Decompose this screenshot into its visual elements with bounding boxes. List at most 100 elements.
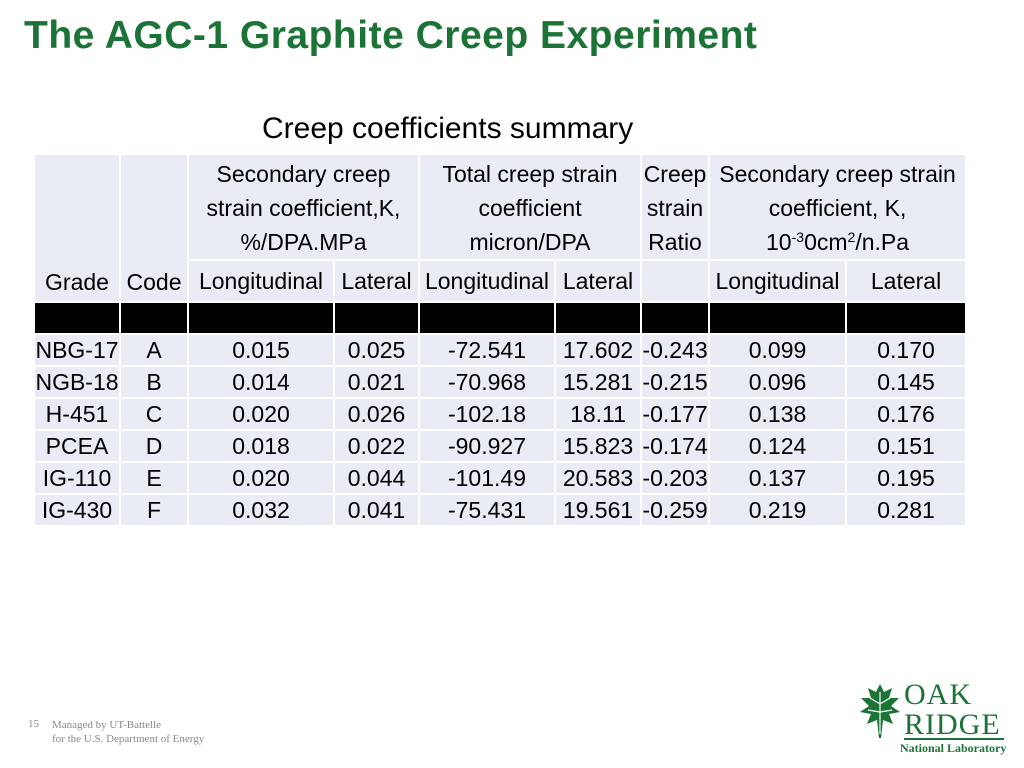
table-cell: 18.11 xyxy=(553,397,643,431)
sub-header-longitudinal: Longitudinal xyxy=(708,259,848,303)
group-header-line: coefficient xyxy=(478,195,582,221)
separator-cell xyxy=(418,301,556,335)
table-cell: 0.124 xyxy=(708,429,848,463)
group-header-line: strain coefficient,K, xyxy=(206,195,401,221)
separator-row xyxy=(33,301,968,335)
col-header-code: Code xyxy=(119,153,189,303)
page-number: 15 xyxy=(28,718,39,730)
sub-header-lateral: Lateral xyxy=(333,259,420,303)
separator-cell xyxy=(708,301,848,335)
table-cell: -0.203 xyxy=(640,461,711,495)
sub-header-lateral: Lateral xyxy=(845,259,968,303)
table-cell: 0.022 xyxy=(333,429,420,463)
table-cell: 0.041 xyxy=(333,493,420,527)
group-header-total: Total creep strain coefficient micron/DP… xyxy=(417,153,643,261)
group-header-line: Ratio xyxy=(648,229,702,255)
slide-title: The AGC-1 Graphite Creep Experiment xyxy=(24,14,758,57)
table-cell: A xyxy=(119,333,189,367)
table-row: IG-430 F 0.032 0.041 -75.431 19.561 -0.259 0.21… xyxy=(33,493,968,527)
table-cell: -0.259 xyxy=(640,493,711,527)
table-row: NBG-17 A 0.015 0.025 -72.541 17.602 -0.243 0.09… xyxy=(33,333,968,367)
table-cell: 19.561 xyxy=(553,493,643,527)
table-cell: 0.138 xyxy=(708,397,848,431)
table-row: NGB-18 B 0.014 0.021 -70.968 15.281 -0.215 0.09… xyxy=(33,365,968,399)
table-cell: IG-430 xyxy=(33,493,121,527)
table-cell: 0.195 xyxy=(845,461,968,495)
table-cell: 0.281 xyxy=(845,493,968,527)
group-header-line: Secondary creep strain xyxy=(719,161,956,187)
separator-cell xyxy=(187,301,335,335)
table-cell: E xyxy=(119,461,189,495)
separator-cell xyxy=(640,301,711,335)
table-cell: 0.170 xyxy=(845,333,968,367)
sub-header-longitudinal: Longitudinal xyxy=(187,259,335,303)
table-cell: -102.18 xyxy=(418,397,556,431)
sub-header-ratio-empty xyxy=(640,259,711,303)
table-caption: Creep coefficients summary xyxy=(262,112,634,145)
table-cell: NBG-17 xyxy=(33,333,121,367)
table-row: H-451 C 0.020 0.026 -102.18 18.11 -0.177 0.138 0… xyxy=(33,397,968,431)
table-cell: -75.431 xyxy=(418,493,556,527)
unit-tail: /n.Pa xyxy=(855,229,910,255)
table-cell: H-451 xyxy=(33,397,121,431)
group-header-row: Grade Code Secondary creep strain coeffi… xyxy=(33,153,968,303)
table-cell: 0.025 xyxy=(333,333,420,367)
group-header-line: Total creep strain xyxy=(442,161,618,187)
table-cell: 0.020 xyxy=(187,397,335,431)
table-cell: -90.927 xyxy=(418,429,556,463)
table-cell: 0.151 xyxy=(845,429,968,463)
logo-line1: OAK xyxy=(904,678,972,711)
group-header-line: %/DPA.MPa xyxy=(240,229,367,255)
table-cell: 0.219 xyxy=(708,493,848,527)
col-header-grade: Grade xyxy=(33,153,121,303)
group-header-line: Creep xyxy=(643,161,707,187)
separator-cell xyxy=(119,301,189,335)
table-cell: -0.215 xyxy=(640,365,711,399)
separator-cell xyxy=(845,301,968,335)
table-cell: 0.176 xyxy=(845,397,968,431)
table-cell: -0.243 xyxy=(640,333,711,367)
table-cell: IG-110 xyxy=(33,461,121,495)
table-cell: 0.014 xyxy=(187,365,335,399)
table-cell: -0.177 xyxy=(640,397,711,431)
footer-text: Managed by UT-Battelle for the U.S. Depa… xyxy=(52,718,204,746)
group-header-line: coefficient, K, xyxy=(768,195,907,221)
separator-cell xyxy=(553,301,643,335)
table-cell: 17.602 xyxy=(553,333,643,367)
table-cell: F xyxy=(119,493,189,527)
table-cell: -101.49 xyxy=(418,461,556,495)
table-cell: B xyxy=(119,365,189,399)
logo-line2: RIDGE xyxy=(904,708,1001,741)
sub-header-lateral: Lateral xyxy=(553,259,643,303)
oak-ridge-logo: OAK RIDGE National Laboratory xyxy=(858,680,1008,758)
unit-exponent: 2 xyxy=(847,229,856,245)
separator-cell xyxy=(333,301,420,335)
table-cell: D xyxy=(119,429,189,463)
logo-line3: National Laboratory xyxy=(900,741,1007,755)
table-cell: 0.145 xyxy=(845,365,968,399)
table-cell: 0.032 xyxy=(187,493,335,527)
group-header-secondary-si: Secondary creep strain coefficient, K, 1… xyxy=(708,153,968,261)
logo-divider xyxy=(904,738,1004,740)
table-cell: 0.015 xyxy=(187,333,335,367)
table-cell: NGB-18 xyxy=(33,365,121,399)
table-cell: C xyxy=(119,397,189,431)
table-row: PCEA D 0.018 0.022 -90.927 15.823 -0.174 0.124 0… xyxy=(33,429,968,463)
group-header-line: strain xyxy=(646,195,704,221)
group-header-line: Secondary creep xyxy=(216,161,391,187)
separator-cell xyxy=(33,301,121,335)
table-cell: 15.823 xyxy=(553,429,643,463)
sub-header-row: Longitudinal Lateral Longitudinal Latera… xyxy=(34,259,968,303)
unit-exponent: -3 xyxy=(791,229,805,245)
unit-base: 10 xyxy=(766,229,792,255)
table-cell: 0.018 xyxy=(187,429,335,463)
table-cell: PCEA xyxy=(33,429,121,463)
group-header-unit: 10-30cm2/n.Pa xyxy=(710,225,965,259)
table-cell: 15.281 xyxy=(553,365,643,399)
group-header-line: micron/DPA xyxy=(469,229,591,255)
table-cell: 0.044 xyxy=(333,461,420,495)
table-cell: 20.583 xyxy=(553,461,643,495)
table-cell: 0.026 xyxy=(333,397,420,431)
creep-coefficients-table: Grade Code Secondary creep strain coeffi… xyxy=(33,153,968,527)
table-body: NBG-17 A 0.015 0.025 -72.541 17.602 -0.243 0.09… xyxy=(33,333,968,527)
